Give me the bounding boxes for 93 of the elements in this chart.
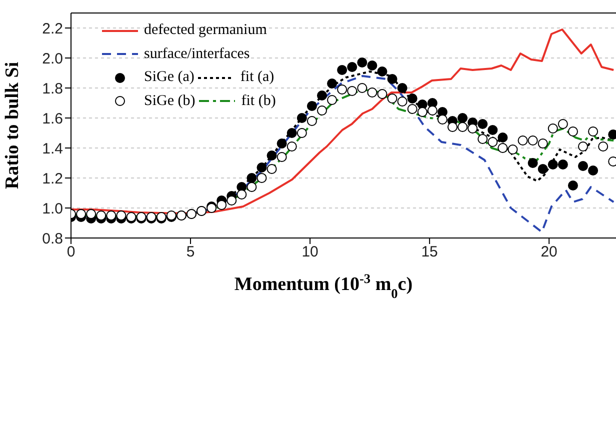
- point: [327, 94, 338, 106]
- x-tick-label: 20: [540, 244, 558, 261]
- point: [216, 200, 227, 210]
- point: [578, 141, 588, 152]
- point: [266, 164, 277, 174]
- x-tick-label: 10: [302, 244, 318, 261]
- point: [568, 180, 578, 191]
- point: [568, 126, 578, 137]
- point: [367, 60, 378, 71]
- point: [538, 138, 548, 149]
- point: [407, 93, 418, 104]
- y-tick-label: 1.8: [42, 80, 63, 98]
- point: [316, 90, 327, 101]
- y-tick-label: 1.4: [42, 140, 63, 158]
- point: [266, 150, 277, 161]
- legend-label: SiGe (b): [144, 92, 196, 110]
- point: [256, 162, 267, 173]
- point: [106, 210, 116, 221]
- point: [427, 105, 438, 116]
- point: [578, 160, 588, 172]
- point: [226, 195, 237, 206]
- point: [528, 135, 538, 146]
- point: [246, 172, 257, 184]
- point: [548, 159, 558, 170]
- point: [558, 159, 568, 170]
- point: [468, 123, 478, 134]
- x-tick-label: 0: [66, 244, 76, 261]
- point: [246, 182, 257, 192]
- point: [347, 62, 358, 72]
- point: [86, 208, 96, 220]
- point: [276, 138, 287, 149]
- point: [458, 122, 468, 132]
- point: [276, 152, 287, 162]
- y-tick-label: 1.2: [42, 170, 63, 188]
- point: [96, 210, 106, 221]
- point: [488, 136, 498, 148]
- y-tick-label: 0.8: [42, 230, 63, 248]
- point: [256, 172, 267, 184]
- legend-label: defected germanium: [144, 21, 267, 40]
- x-tick-label: 5: [186, 244, 195, 261]
- point: [116, 210, 126, 221]
- point: [588, 165, 598, 176]
- point: [337, 84, 348, 95]
- point: [296, 112, 307, 124]
- y-axis-title: Ratio to bulk Si: [2, 62, 23, 190]
- x-tick-label: 15: [421, 244, 438, 261]
- point: [296, 128, 307, 138]
- point: [548, 123, 558, 134]
- point: [538, 164, 548, 174]
- point: [437, 114, 448, 125]
- point: [327, 78, 338, 89]
- point: [588, 126, 598, 137]
- point: [316, 105, 327, 116]
- point: [447, 122, 458, 132]
- point: [367, 87, 378, 98]
- point: [357, 82, 368, 94]
- point: [357, 57, 368, 68]
- point: [306, 100, 317, 112]
- point: [488, 124, 498, 136]
- point: [306, 116, 317, 126]
- x-axis-title: Momentum (10$^{-3}$ m$_{0}$c): [234, 270, 413, 300]
- point: [498, 142, 508, 154]
- legend-label: fit (a): [240, 68, 274, 87]
- point: [397, 82, 408, 94]
- point: [417, 106, 428, 118]
- point: [387, 74, 398, 84]
- point: [377, 88, 388, 100]
- point: [498, 132, 508, 143]
- point: [508, 144, 518, 155]
- point: [558, 118, 568, 130]
- point: [286, 128, 297, 138]
- point: [337, 64, 348, 76]
- point: [458, 112, 468, 124]
- y-tick-label: 1.6: [42, 110, 63, 128]
- y-tick-label: 2.0: [42, 50, 63, 68]
- y-tick-label: 1.0: [42, 200, 63, 218]
- point: [347, 86, 358, 96]
- point: [76, 208, 86, 220]
- point: [518, 135, 528, 146]
- legend-label: fit (b): [241, 92, 276, 110]
- point: [236, 189, 247, 200]
- point: [478, 134, 488, 144]
- point: [478, 118, 488, 130]
- point: [598, 141, 608, 152]
- point: [407, 104, 418, 114]
- point: [387, 93, 398, 104]
- point: [377, 66, 388, 77]
- legend-label: SiGe (a): [144, 68, 194, 87]
- y-tick-label: 2.2: [42, 20, 63, 38]
- point: [397, 96, 408, 107]
- point: [528, 158, 538, 168]
- point: [286, 141, 297, 152]
- legend-label: surface/interfaces: [144, 44, 250, 64]
